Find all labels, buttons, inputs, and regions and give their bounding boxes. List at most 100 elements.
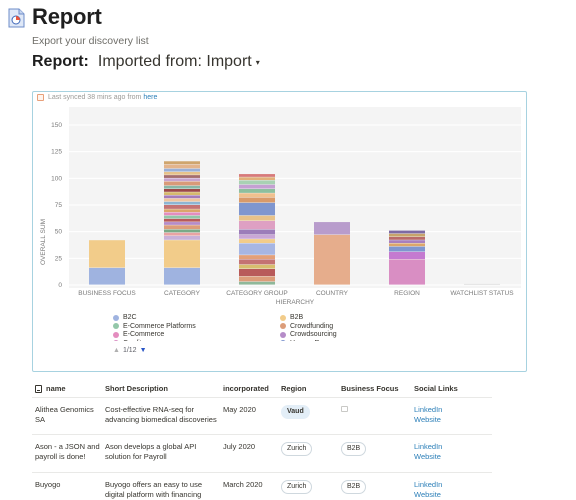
website-link[interactable]: Website [414,489,441,499]
bar-segment[interactable] [239,189,275,193]
bar-segment[interactable] [239,259,275,265]
bar-segment[interactable] [164,175,200,178]
bar-segment[interactable] [464,283,500,285]
bar-segment[interactable] [239,229,275,235]
bar-segment[interactable] [389,240,425,243]
bar-segment[interactable] [164,171,200,175]
column-header-description[interactable]: Short Description [105,383,168,393]
linkedin-link[interactable]: LinkedIn [414,480,443,489]
legend-label: E-Commerce Platforms [123,322,196,330]
table-row[interactable]: Ason - a JSON and payroll is done! Ason … [32,435,492,473]
linkedin-link[interactable]: LinkedIn [414,405,443,414]
bar-segment[interactable] [164,164,200,169]
bar-segment[interactable] [164,235,200,240]
bar-segment[interactable] [389,259,425,285]
page-title: Report [32,4,102,29]
social-links: LinkedIn Website [414,435,492,472]
bar-segment[interactable] [239,202,275,216]
legend-item[interactable]: B2B [280,314,303,321]
bar-segment[interactable] [239,184,275,189]
y-tick-label: 0 [58,282,62,289]
bar-segment[interactable] [164,195,200,199]
bar-segment[interactable] [239,281,275,285]
bar-segment[interactable] [164,267,200,285]
column-header-name[interactable]: name [32,384,105,394]
legend-page-up-icon[interactable]: ▲ [113,347,120,354]
bar-segment[interactable] [164,185,200,189]
bar-segment[interactable] [164,192,200,195]
legend-item[interactable]: Human Resources [280,340,348,341]
legend-label: B2C [123,314,137,321]
column-header-social-links[interactable]: Social Links [414,383,458,393]
bar-segment[interactable] [164,232,200,236]
legend-page-down-icon[interactable]: ▼ [139,347,147,354]
social-links: LinkedIn Website email [414,473,492,500]
bar-segment[interactable] [164,178,200,182]
bar-segment[interactable] [239,276,275,282]
bar-segment[interactable] [164,201,200,205]
bar-segment[interactable] [239,269,275,277]
chevron-down-icon: ▾ [255,57,260,67]
bar-segment[interactable] [164,240,200,268]
bar-segment[interactable] [239,255,275,259]
bar-segment[interactable] [239,234,275,239]
business-focus-empty[interactable] [341,406,348,412]
bar-segment[interactable] [164,189,200,192]
bar-segment[interactable] [389,246,425,252]
bar-segment[interactable] [164,218,200,222]
linkedin-link[interactable]: LinkedIn [414,442,443,451]
bar-segment[interactable] [239,239,275,243]
bar-segment[interactable] [389,243,425,247]
column-header-incorporated[interactable]: incorporated [223,383,269,393]
website-link[interactable]: Website [414,414,441,424]
bar-segment[interactable] [164,215,200,219]
sync-source-link[interactable]: here [143,94,158,101]
bar-segment[interactable] [314,234,350,285]
bar-segment[interactable] [389,237,425,240]
bar-segment[interactable] [164,161,200,165]
bar-segment[interactable] [89,267,125,285]
bar-segment[interactable] [239,243,275,255]
legend-item[interactable]: Crowdfunding [280,323,333,330]
bar-segment[interactable] [164,209,200,213]
bar-segment[interactable] [239,193,275,198]
import-source-select[interactable]: Imported from: Import ▾ [98,53,260,71]
column-header-business-focus[interactable]: Business Focus [341,383,399,393]
chart-legend: B2C B2B E-Commerce Platforms Crowdfunding E-… [113,314,433,341]
bar-segment[interactable] [164,181,200,186]
bar-segment[interactable] [389,230,425,234]
bar-segment[interactable] [164,212,200,216]
x-tick-label: CATEGORY GROUP [226,290,287,297]
bar-segment[interactable] [239,264,275,269]
bar-segment[interactable] [164,229,200,233]
table-row[interactable]: Buyogo Buyogo offers an easy to use digi… [32,473,492,500]
business-focus-tag: B2B [341,480,367,494]
column-header-region[interactable]: Region [281,383,307,393]
bar-segment[interactable] [239,177,275,181]
bar-segment[interactable] [389,251,425,259]
bar-segment[interactable] [164,225,200,230]
bar-segment[interactable] [239,215,275,221]
bar-segment[interactable] [89,240,125,268]
x-tick-label: CATEGORY [164,290,201,297]
table-row[interactable]: Alithea Genomics SA Cost-effective RNA-s… [32,398,492,435]
bar-segment[interactable] [389,233,425,237]
bar-segment[interactable] [164,198,200,202]
bar-segment[interactable] [164,205,200,209]
legend-item[interactable]: E-Commerce Platforms [113,323,196,330]
bar-segment[interactable] [239,180,275,185]
short-description: Buyogo offers an easy to use digital pla… [105,480,203,500]
legend-item[interactable]: Crowdsourcing [280,331,337,338]
bar-segment[interactable] [239,197,275,203]
bar-segment[interactable] [314,222,350,235]
sync-source-icon [37,94,44,101]
legend-item[interactable]: E-Commerce [113,331,164,338]
region-tag: Zurich [281,442,313,456]
bar-segment[interactable] [164,168,200,172]
legend-item[interactable]: B2C [113,314,137,321]
bar-segment[interactable] [239,221,275,230]
legend-item[interactable]: Credit [113,340,142,341]
website-link[interactable]: Website [414,451,441,461]
bar-segment[interactable] [239,174,275,177]
bar-segment[interactable] [164,222,200,225]
